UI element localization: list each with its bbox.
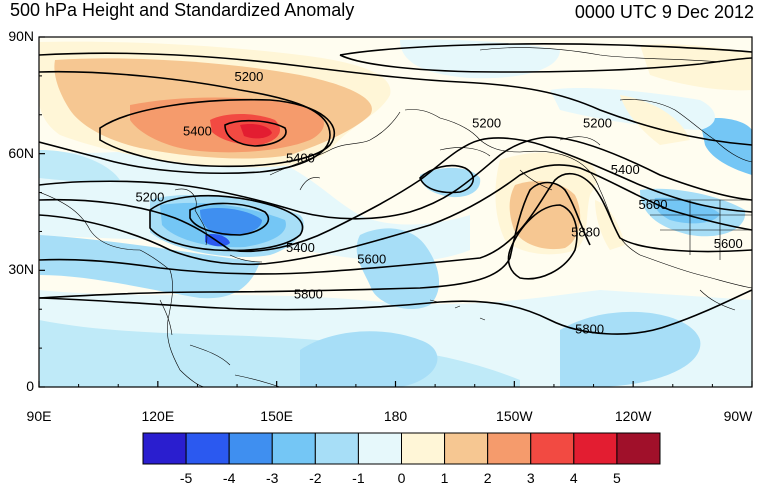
contour-label: 5600 [639, 197, 668, 212]
contour-label: 5600 [357, 252, 386, 267]
lat-ticks [39, 36, 45, 388]
colorbar-label: 4 [569, 470, 578, 486]
lon-tick-label: 90E [26, 408, 52, 424]
lon-tick-label: 150W [496, 408, 533, 424]
lat-tick-label: 0 [26, 378, 34, 394]
contour-label: 5800 [575, 322, 604, 337]
colorbar-swatch [573, 432, 618, 465]
colorbar-label: -5 [179, 470, 193, 486]
lon-tick-label: 180 [383, 408, 408, 424]
anomaly-fill-layer [39, 37, 752, 387]
lon-tick-label: 90W [723, 408, 753, 424]
colorbar-swatch [530, 432, 575, 465]
contour-label: 5880 [571, 224, 600, 239]
colorbar-swatch [314, 432, 359, 465]
colorbar-label: -1 [352, 470, 365, 486]
contour-label: 5200 [234, 69, 263, 84]
colorbar-swatch [228, 432, 273, 465]
colorbar-label: -3 [266, 470, 279, 486]
contour-label: 5400 [286, 151, 315, 166]
chart-title: 500 hPa Height and Standardized Anomaly [10, 0, 355, 20]
colorbar-label: 3 [526, 470, 535, 486]
contour-label: 5600 [714, 236, 743, 251]
lat-tick-label: 90N [8, 28, 34, 44]
colorbar-label: -2 [309, 470, 322, 486]
contour-label: 5400 [611, 162, 640, 177]
height-contours [39, 43, 752, 335]
contour-label: 5400 [286, 240, 315, 255]
colorbar-swatch [271, 432, 316, 465]
contour-label: 5800 [294, 287, 323, 302]
colorbar-swatch [142, 432, 187, 465]
colorbar-swatch [401, 432, 446, 465]
lat-tick-label: 30N [8, 261, 34, 278]
colorbar-label: 0 [397, 470, 406, 486]
colorbar-swatch [444, 432, 489, 465]
contour-label: 5200 [135, 189, 164, 204]
colorbar-swatch [616, 432, 661, 465]
chart-timestamp: 0000 UTC 9 Dec 2012 [574, 2, 754, 22]
lon-tick-label: 120W [614, 408, 652, 424]
contour-label: 5400 [183, 123, 212, 138]
lon-ticks [38, 381, 753, 387]
contour-label: 5200 [583, 116, 612, 131]
colorbar-swatch [487, 432, 532, 465]
lat-tick-label: 60N [8, 144, 34, 161]
colorbar-swatch [357, 432, 402, 465]
colorbar-label: 1 [440, 470, 449, 486]
colorbar-label: 5 [613, 470, 621, 486]
contour-label: 5200 [472, 116, 501, 131]
lon-tick-label: 150E [260, 408, 293, 424]
colorbar-swatch [185, 432, 230, 465]
contour-label-layer: 5200 5400 5400 5200 5200 5200 5400 5600 5400 5600… [135, 69, 743, 337]
lon-tick-label: 120E [141, 408, 175, 424]
colorbar-label: 2 [483, 470, 492, 486]
colorbar-label: -4 [222, 470, 236, 486]
colorbar [142, 432, 661, 465]
